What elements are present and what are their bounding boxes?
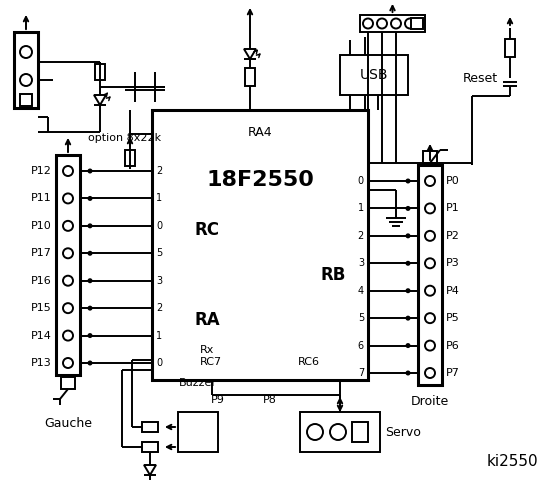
Text: P15: P15 [32, 303, 52, 313]
Circle shape [405, 288, 410, 293]
Bar [142, 442, 158, 452]
Text: RC7: RC7 [200, 357, 222, 367]
Bar [411, 18, 423, 29]
Text: P5: P5 [446, 313, 460, 323]
Circle shape [405, 316, 410, 321]
Text: 0: 0 [156, 358, 162, 368]
Text: P12: P12 [31, 166, 52, 176]
Text: 18F2550: 18F2550 [206, 170, 314, 190]
Circle shape [405, 179, 410, 183]
Bar [423, 151, 437, 163]
Bar [340, 55, 408, 95]
Bar [178, 412, 218, 452]
Circle shape [405, 343, 410, 348]
Bar [142, 422, 158, 432]
Bar [14, 32, 38, 108]
Bar [360, 15, 425, 32]
Text: Gauche: Gauche [44, 417, 92, 430]
Text: 5: 5 [358, 313, 364, 323]
Text: P10: P10 [32, 221, 52, 231]
Circle shape [87, 278, 92, 283]
Text: P14: P14 [31, 331, 52, 341]
Text: 4: 4 [358, 286, 364, 296]
Circle shape [87, 360, 92, 365]
Text: Rx: Rx [200, 345, 215, 355]
Text: Buzzer: Buzzer [179, 378, 217, 388]
Text: RC6: RC6 [298, 357, 320, 367]
Text: 2: 2 [358, 231, 364, 241]
Text: option 8x22k: option 8x22k [88, 133, 161, 143]
Bar [300, 412, 380, 452]
Circle shape [405, 233, 410, 239]
Text: 7: 7 [358, 368, 364, 378]
Bar [125, 150, 135, 166]
Text: 6: 6 [358, 341, 364, 350]
Text: P8: P8 [263, 395, 277, 405]
Bar [245, 68, 255, 86]
Text: P1: P1 [446, 204, 460, 214]
Bar [95, 64, 105, 80]
Text: 2: 2 [156, 166, 162, 176]
Bar [56, 155, 80, 375]
Text: 0: 0 [156, 221, 162, 231]
Text: P0: P0 [446, 176, 460, 186]
Text: P11: P11 [32, 193, 52, 204]
Circle shape [87, 251, 92, 256]
Text: ki2550: ki2550 [487, 455, 538, 469]
Text: 3: 3 [358, 258, 364, 268]
Bar [20, 94, 32, 106]
Circle shape [87, 223, 92, 228]
Circle shape [87, 333, 92, 338]
Bar [418, 165, 442, 385]
Text: P16: P16 [32, 276, 52, 286]
Circle shape [87, 168, 92, 173]
Bar [505, 39, 515, 57]
Text: P13: P13 [32, 358, 52, 368]
Text: Servo: Servo [385, 425, 421, 439]
Text: P3: P3 [446, 258, 460, 268]
Text: 1: 1 [156, 331, 162, 341]
Text: P7: P7 [446, 368, 460, 378]
Text: RA: RA [194, 311, 220, 329]
Text: 0: 0 [358, 176, 364, 186]
Circle shape [87, 306, 92, 311]
Text: RB: RB [320, 266, 346, 284]
Circle shape [405, 371, 410, 375]
Text: USB: USB [360, 68, 388, 82]
Text: P4: P4 [446, 286, 460, 296]
Text: 1: 1 [358, 204, 364, 214]
Text: P9: P9 [211, 395, 225, 405]
Bar [352, 422, 368, 442]
Circle shape [405, 206, 410, 211]
Text: P17: P17 [31, 248, 52, 258]
Text: Droite: Droite [411, 395, 449, 408]
Text: 2: 2 [156, 303, 162, 313]
Text: RC: RC [194, 221, 219, 239]
Circle shape [405, 261, 410, 266]
Text: RA4: RA4 [248, 125, 272, 139]
Text: P6: P6 [446, 341, 460, 350]
Circle shape [87, 196, 92, 201]
Bar [61, 377, 75, 389]
Text: P2: P2 [446, 231, 460, 241]
Text: Reset: Reset [463, 72, 498, 84]
Text: 1: 1 [156, 193, 162, 204]
Bar [152, 110, 368, 380]
Text: 5: 5 [156, 248, 162, 258]
Text: 3: 3 [156, 276, 162, 286]
